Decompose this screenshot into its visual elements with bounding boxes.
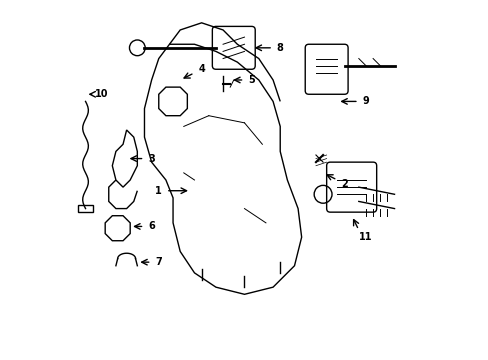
Text: 10: 10: [95, 89, 108, 99]
Bar: [78, 205, 93, 212]
Text: 8: 8: [276, 43, 283, 53]
Text: 2: 2: [341, 179, 347, 189]
Text: 5: 5: [248, 75, 255, 85]
Text: 7: 7: [155, 257, 162, 267]
Text: 3: 3: [148, 154, 155, 163]
Text: 11: 11: [359, 232, 372, 242]
Text: 1: 1: [155, 186, 162, 196]
Text: 9: 9: [362, 96, 368, 107]
Text: 4: 4: [198, 64, 204, 74]
Text: 6: 6: [148, 221, 155, 231]
